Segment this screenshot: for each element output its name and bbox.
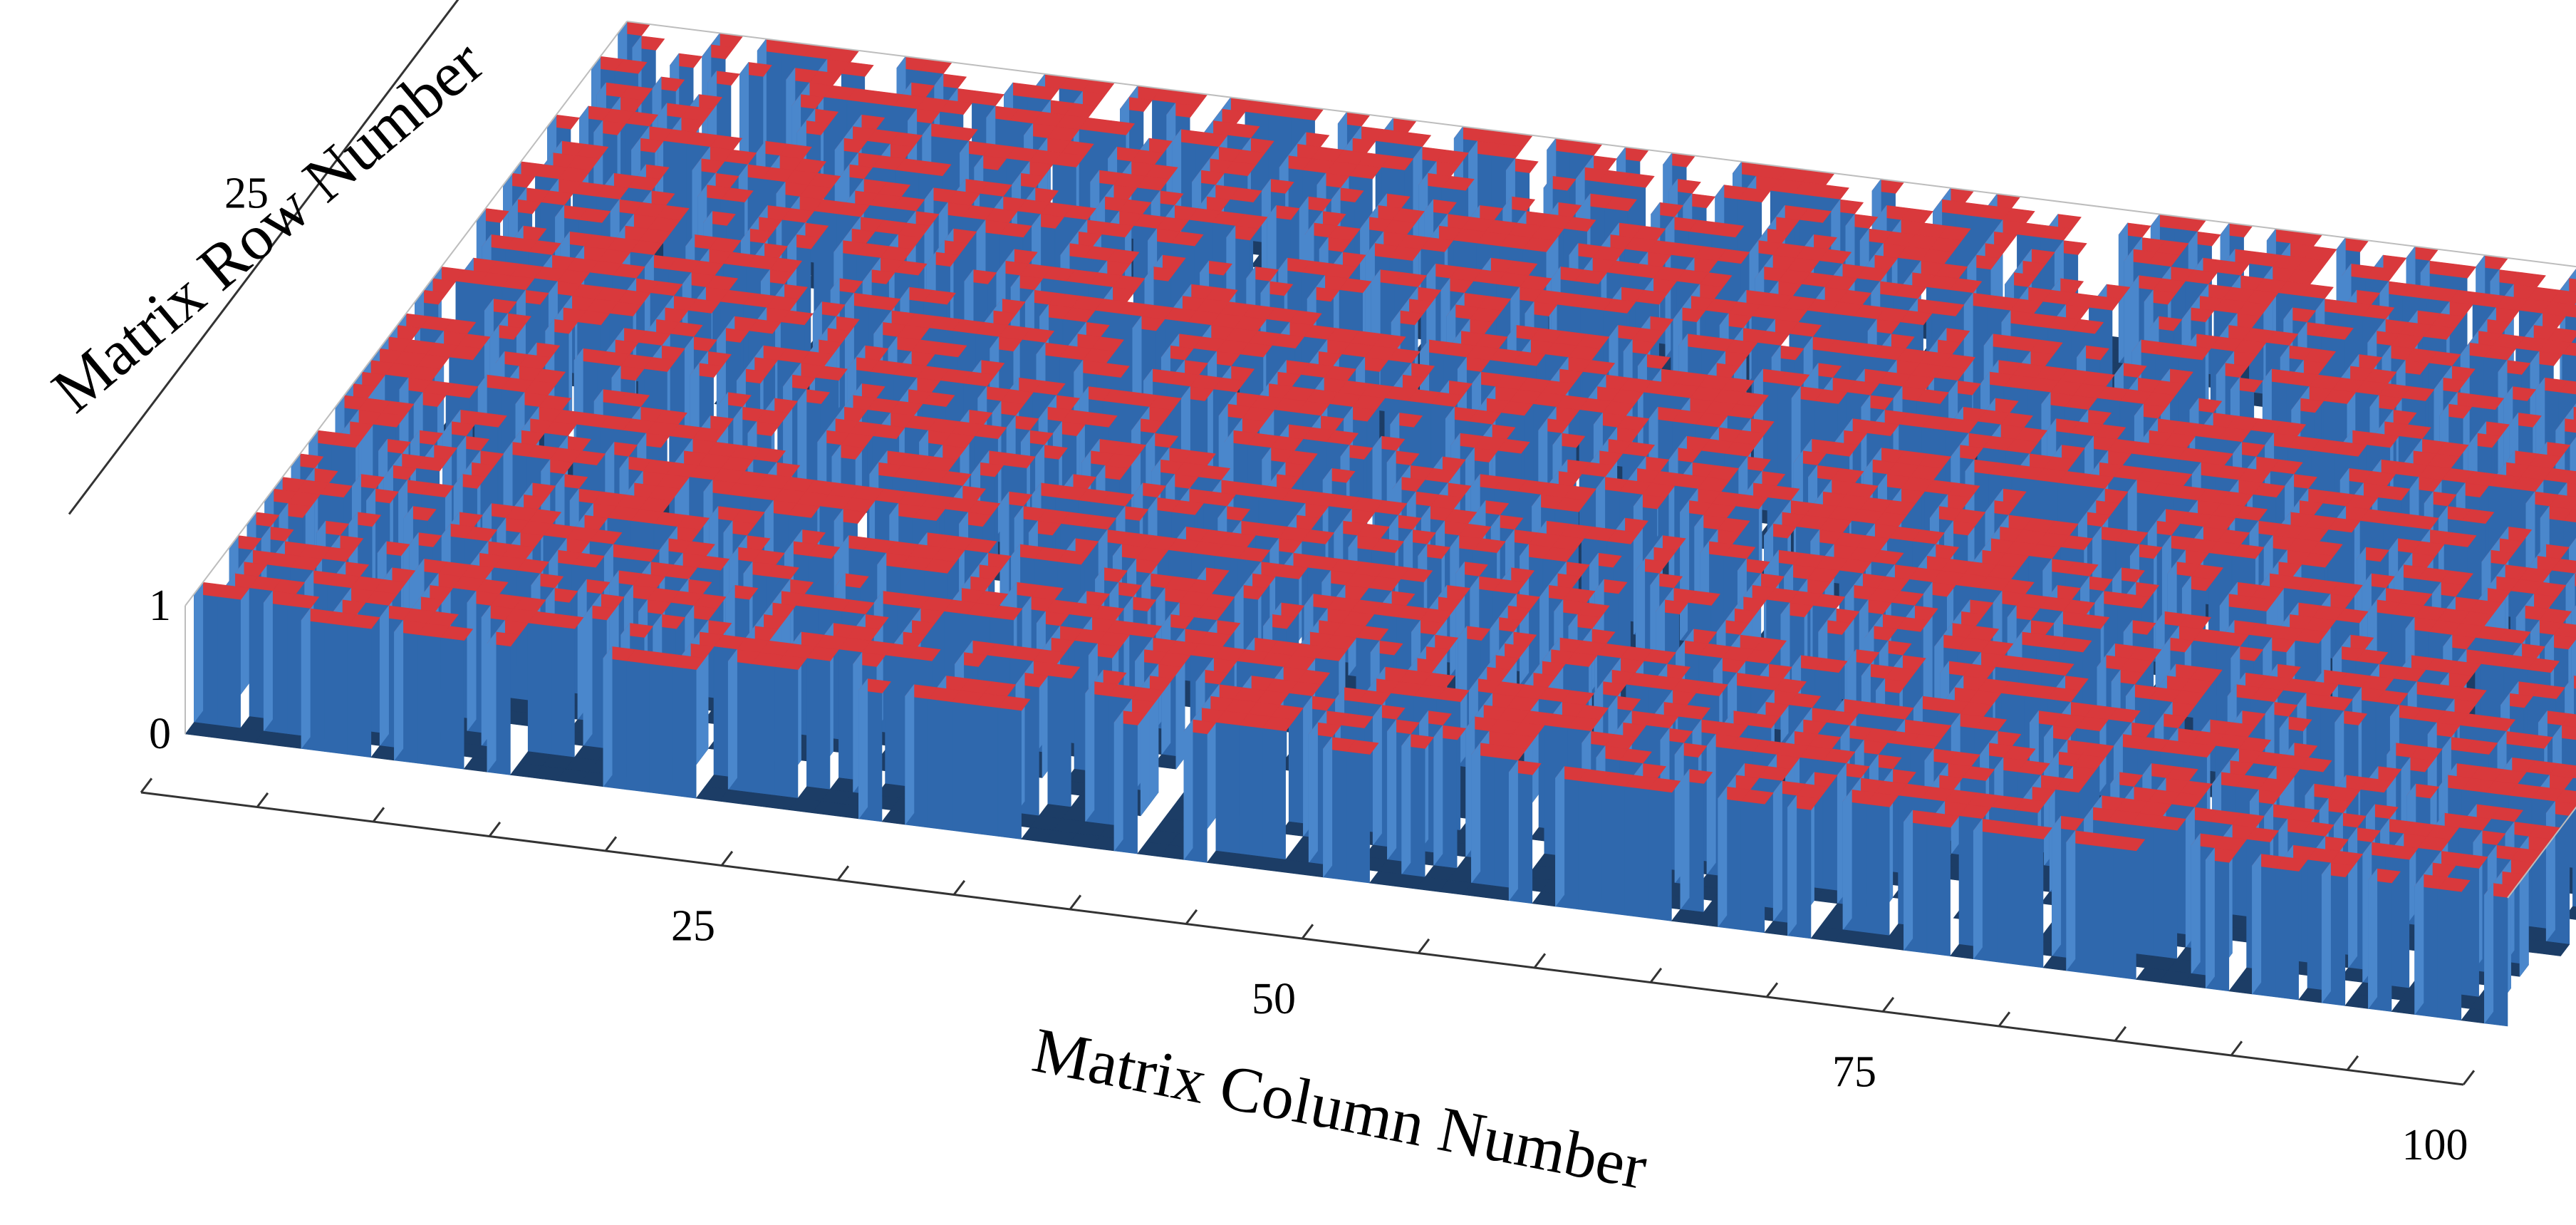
surface-left-wall [1680, 500, 1688, 640]
surface-layer [185, 21, 2576, 1026]
